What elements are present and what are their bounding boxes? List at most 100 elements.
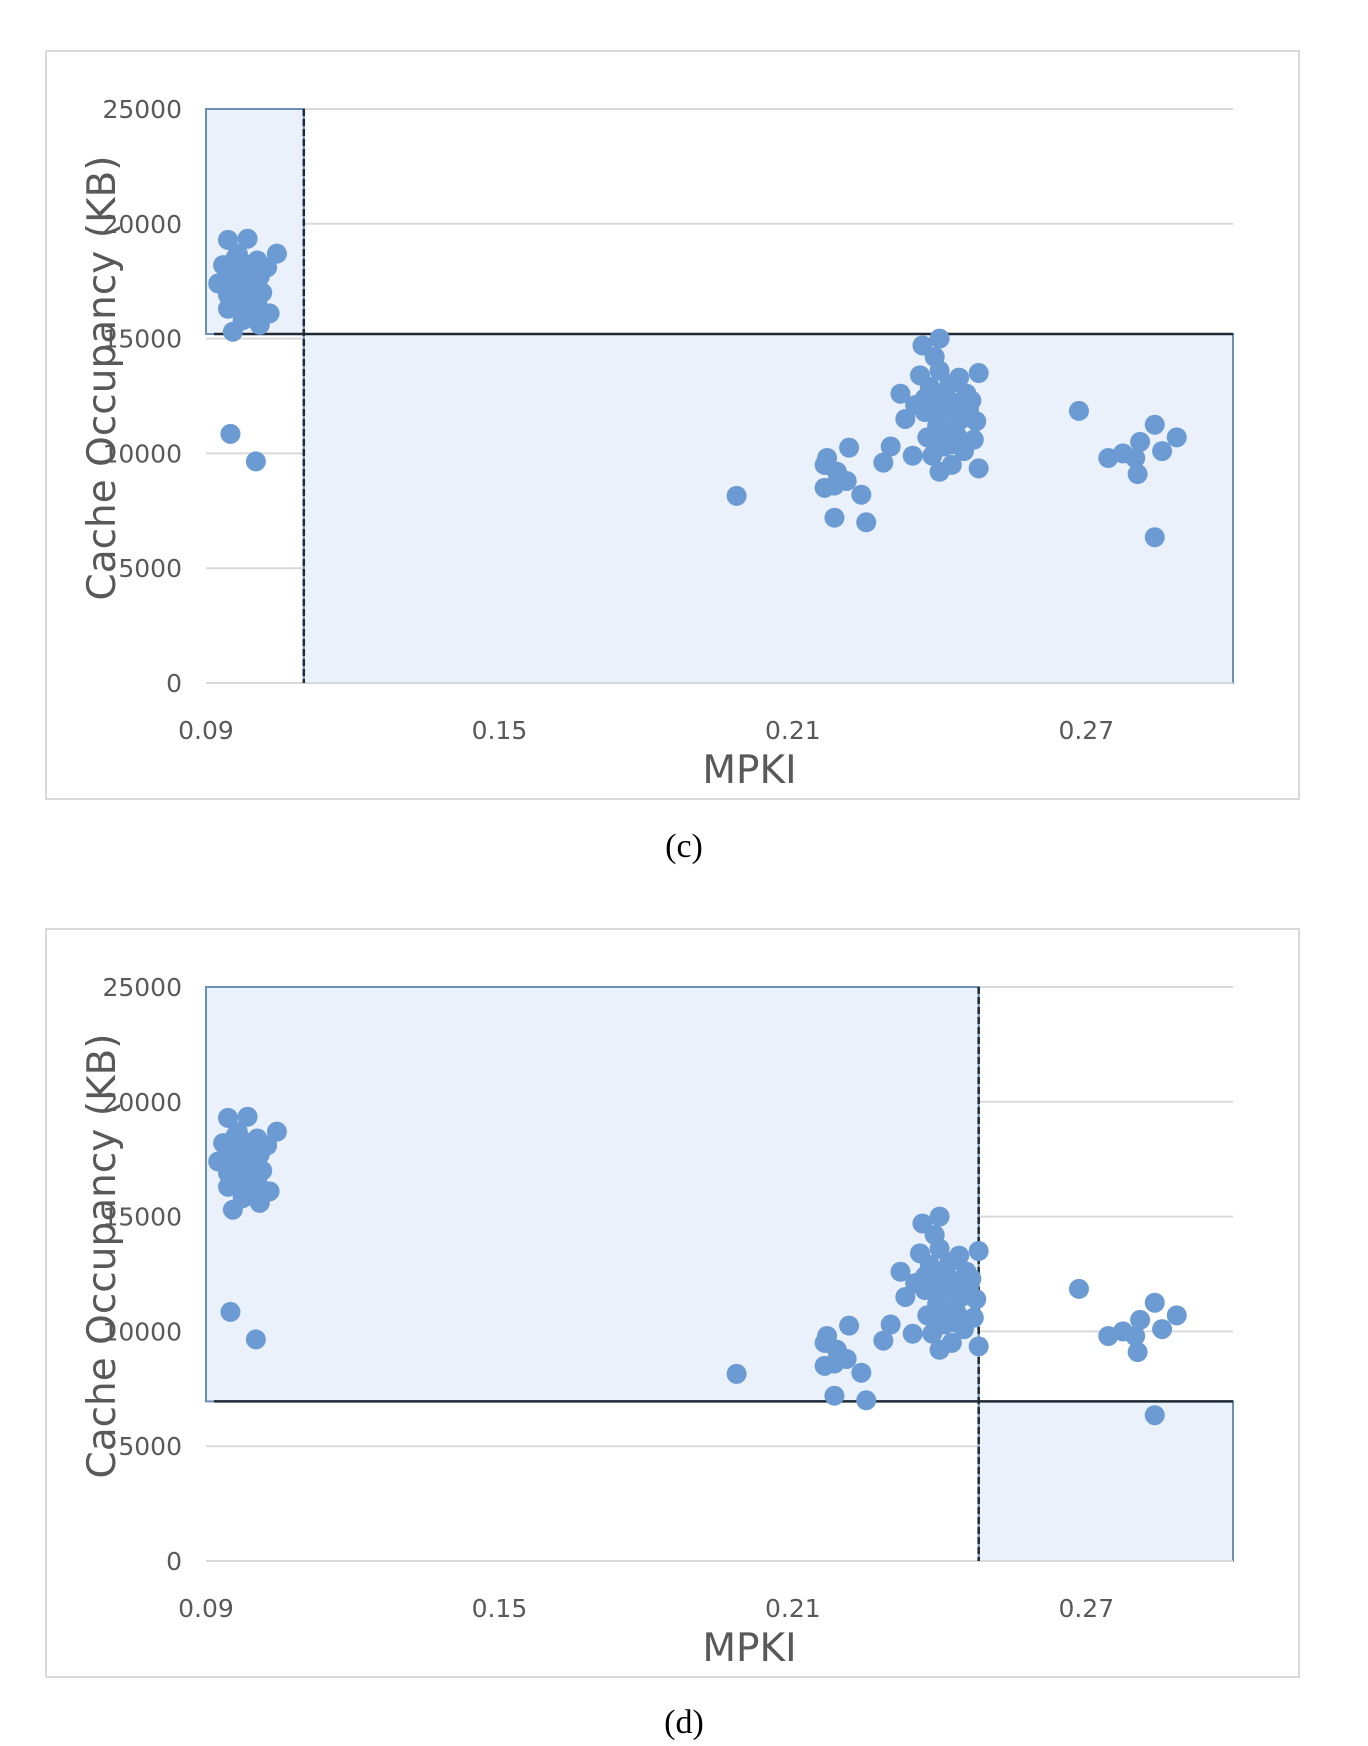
data-point [824,507,845,528]
data-point [873,452,894,473]
figure-caption-c: (c) [665,828,703,865]
data-point [949,367,970,388]
x-tick-label: 0.21 [765,1594,821,1623]
data-point [1068,1278,1089,1299]
region-box [977,1400,1235,1563]
data-point [968,1241,989,1262]
chart-panel-c: 0 5000 10000 15000 20000 25000 0.09 0.15 0.21 0.2… [45,50,1300,800]
data-point [941,434,962,455]
data-point [1152,1319,1173,1340]
data-point [932,1289,953,1310]
data-point [1144,527,1165,548]
data-point [949,1245,970,1266]
data-point [225,1126,246,1147]
data-point [851,1362,872,1383]
data-point [220,1301,241,1322]
data-point [1144,1292,1165,1313]
figure-caption-d: (d) [664,1704,704,1741]
data-point [1166,427,1187,448]
x-tick-label: 0.15 [472,716,528,745]
y-axis-title: Cache Occupancy (KB) [80,155,125,600]
scatter-chart-c: 0 5000 10000 15000 20000 25000 0.09 0.15 0.21 0.2… [80,95,1234,793]
y-tick-label: 15000 [102,325,182,354]
y-tick-label: 0 [166,1547,182,1576]
data-point [232,294,253,315]
data-point [726,1363,747,1384]
data-point [880,436,901,457]
data-point [249,1144,270,1165]
data-point [266,243,287,264]
y-tick-label: 5000 [118,554,182,583]
data-point [851,484,872,505]
data-point [1068,400,1089,421]
data-point [836,470,857,491]
data-point [941,1312,962,1333]
x-tick-label: 0.27 [1058,716,1114,745]
x-tick-label: 0.09 [178,716,234,745]
x-axis-title: MPKI [702,748,796,793]
data-point [839,437,860,458]
y-tick-label: 0 [166,669,182,698]
y-tick-label: 20000 [102,210,182,239]
y-tick-label: 15000 [102,1203,182,1232]
data-point [1166,1305,1187,1326]
data-point [1125,447,1146,468]
region-box [205,986,980,1403]
data-point [245,1329,266,1350]
data-point [963,1307,984,1328]
data-point [968,363,989,384]
data-point [1152,441,1173,462]
data-point [225,248,246,269]
data-point [245,451,266,472]
data-point [914,1266,935,1287]
x-tick-label: 0.09 [178,1594,234,1623]
data-point [954,402,975,423]
data-point [1130,431,1151,452]
x-tick-label: 0.15 [472,1594,528,1623]
data-point [1127,1342,1148,1363]
y-axis-title: Cache Occupancy (KB) [80,1033,125,1478]
data-point [902,445,923,466]
y-tick-label: 5000 [118,1432,182,1461]
data-point [232,1172,253,1193]
data-point [220,423,241,444]
data-point [954,1280,975,1301]
data-point [824,1385,845,1406]
data-point [968,458,989,479]
y-tick-label: 10000 [102,1317,182,1346]
y-tick-label: 25000 [102,973,182,1002]
data-point [929,461,950,482]
data-point [929,328,950,349]
data-point [873,1330,894,1351]
data-point [1125,1325,1146,1346]
x-tick-label: 0.21 [765,716,821,745]
data-point [890,1261,911,1282]
chart-panel-d: 0 5000 10000 15000 20000 25000 0.09 0.15 0.21 0.2… [45,928,1300,1678]
data-point [249,266,270,287]
data-point [726,485,747,506]
data-point [856,512,877,533]
data-point [963,429,984,450]
data-point [856,1390,877,1411]
data-point [1127,464,1148,485]
x-tick-label: 0.27 [1058,1594,1114,1623]
region-box [302,333,1234,684]
y-tick-label: 10000 [102,439,182,468]
data-point [839,1315,860,1336]
data-point [237,228,258,249]
data-point [880,1314,901,1335]
data-point [968,1336,989,1357]
data-point [914,388,935,409]
data-point [929,1206,950,1227]
data-point [929,1339,950,1360]
data-point [266,1121,287,1142]
data-point [1144,1405,1165,1426]
data-point [890,383,911,404]
data-point [1130,1309,1151,1330]
data-point [237,1106,258,1127]
data-point [1144,414,1165,435]
y-tick-label: 20000 [102,1088,182,1117]
scatter-chart-d: 0 5000 10000 15000 20000 25000 0.09 0.15 0.21 0.2… [80,973,1235,1671]
data-point [902,1323,923,1344]
data-point [836,1348,857,1369]
